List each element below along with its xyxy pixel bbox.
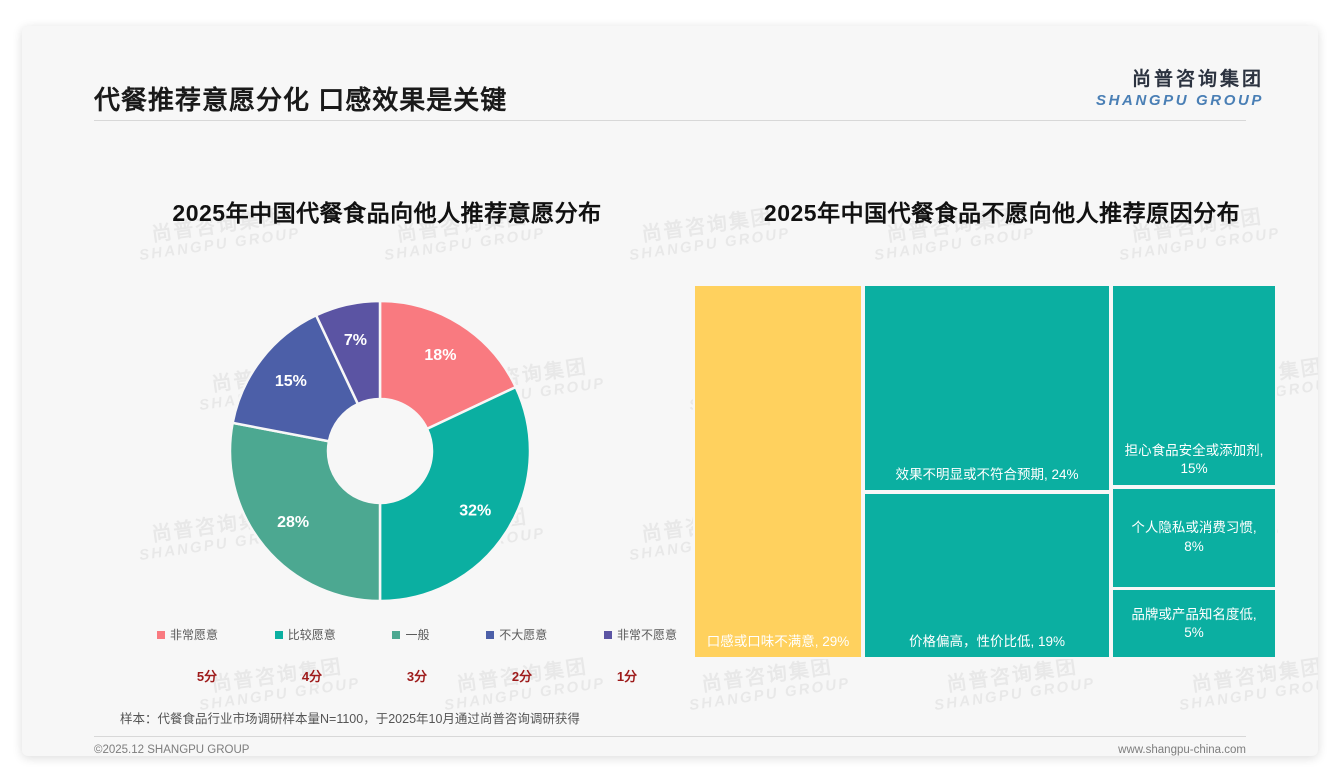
donut-slice (378, 385, 532, 603)
treemap-cell[interactable]: 口感或口味不满意, 29% (693, 284, 863, 659)
legend-item[interactable]: 非常不愿意 (603, 626, 677, 643)
legend-swatch-icon (486, 630, 495, 639)
treemap-cell-label: 口感或口味不满意, 29% (706, 633, 850, 649)
score-label: 5分 (196, 669, 218, 684)
donut-slice (231, 313, 360, 443)
donut-slice-label: 32% (459, 503, 491, 520)
donut-slice-label: 15% (275, 373, 307, 390)
legend-label: 比较愿意 (287, 628, 336, 642)
logo-english-text: SHANGPU GROUP (1096, 92, 1264, 109)
legend-label: 非常愿意 (170, 628, 219, 642)
legend-item[interactable]: 非常愿意 (157, 626, 218, 643)
legend-item[interactable]: 一般 (392, 626, 429, 643)
legend-item[interactable]: 不大愿意 (486, 626, 547, 643)
recommendation-willingness-donut-chart: 18% 32% 28% 15% 7% (205, 276, 555, 626)
score-scale-row: 5分 4分 3分 2分 1分 (157, 666, 677, 685)
donut-legend: 非常愿意 比较愿意 一般 不大愿意 非常不愿意 (157, 626, 677, 643)
left-chart-title: 2025年中国代餐食品向他人推荐意愿分布 (172, 200, 602, 226)
treemap-cell-label: 担心食品安全或添加剂, 15% (1124, 443, 1264, 477)
donut-slice-label: 18% (424, 347, 456, 364)
legend-label: 非常不愿意 (616, 628, 677, 642)
treemap-cell[interactable]: 品牌或产品知名度低, 5% (1111, 588, 1277, 659)
slide-canvas: 尚普咨询集团 SHANGPU GROUP 尚普咨询集团 SHANGPU GROUP 尚普… (22, 26, 1318, 756)
treemap-cell[interactable]: 价格偏高，性价比低, 19% (862, 492, 1112, 659)
right-chart-title: 2025年中国代餐食品不愿向他人推荐原因分布 (763, 200, 1241, 226)
score-label: 3分 (406, 669, 428, 684)
legend-swatch-icon (274, 630, 283, 639)
unwillingness-reason-treemap: 口感或口味不满意, 29% 效果不明显或不符合预期, 24% 价格偏高，性价比低, … (693, 284, 1277, 659)
slide-footer: ©2025.12 SHANGPU GROUP www.shangpu-china… (94, 744, 1246, 756)
legend-label: 一般 (405, 628, 430, 642)
donut-svg: 18% 32% 28% 15% 7% (228, 299, 532, 603)
legend-label: 不大愿意 (499, 628, 548, 642)
treemap-cell-label: 个人隐私或消费习惯, 8% (1131, 520, 1257, 554)
donut-slice-label: 28% (277, 514, 309, 531)
score-label: 4分 (301, 669, 323, 684)
legend-swatch-icon (603, 630, 612, 639)
footer-website: www.shangpu-china.com (1118, 744, 1246, 756)
treemap-cell[interactable]: 效果不明显或不符合预期, 24% (862, 284, 1112, 493)
legend-swatch-icon (392, 630, 401, 639)
logo-chinese-text: 尚普咨询集团 (1131, 69, 1264, 90)
score-label: 2分 (511, 669, 533, 684)
left-chart-panel: 2025年中国代餐食品向他人推荐意愿分布 (107, 194, 667, 228)
donut-slice (378, 299, 518, 431)
donut-slice (228, 421, 382, 603)
treemap-cell-label: 价格偏高，性价比低, 19% (909, 633, 1066, 649)
treemap-cell[interactable]: 担心食品安全或添加剂, 15% (1111, 284, 1277, 487)
donut-slice-label: 7% (344, 332, 367, 349)
page-title: 代餐推荐意愿分化 口感效果是关键 (94, 85, 508, 115)
footer-divider (94, 736, 1246, 737)
sample-footnote: 样本：代餐食品行业市场调研样本量N=1100，于2025年10月通过尚普咨询调研… (120, 712, 580, 726)
legend-item[interactable]: 比较愿意 (274, 626, 336, 643)
legend-swatch-icon (157, 630, 165, 639)
treemap-cell-label: 品牌或产品知名度低, 5% (1131, 606, 1257, 640)
brand-logo: 尚普咨询集团 SHANGPU GROUP (1096, 64, 1264, 109)
score-label: 1分 (616, 669, 638, 684)
header-divider (94, 120, 1246, 121)
treemap-cell-label: 效果不明显或不符合预期, 24% (895, 466, 1079, 482)
donut-slice (314, 299, 382, 406)
treemap-cell[interactable]: 个人隐私或消费习惯, 8% (1111, 486, 1277, 589)
slide-header: 代餐推荐意愿分化 口感效果是关键 尚普咨询集团 SHANGPU GROUP (22, 26, 1318, 121)
right-chart-panel: 2025年中国代餐食品不愿向他人推荐原因分布 (712, 194, 1292, 228)
footer-copyright: ©2025.12 SHANGPU GROUP (94, 744, 250, 756)
